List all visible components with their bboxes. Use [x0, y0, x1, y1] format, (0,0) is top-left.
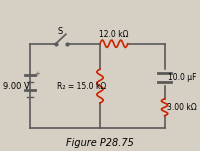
Text: 3.00 kΩ: 3.00 kΩ: [167, 103, 197, 112]
Text: Figure P28.75: Figure P28.75: [66, 138, 134, 148]
Text: R₂ = 15.0 kΩ: R₂ = 15.0 kΩ: [57, 82, 106, 91]
Text: 9.00 V: 9.00 V: [3, 82, 29, 91]
Text: +: +: [34, 71, 40, 77]
Text: 10.0 μF: 10.0 μF: [168, 73, 196, 82]
Text: 12.0 kΩ: 12.0 kΩ: [99, 30, 129, 39]
Text: S: S: [58, 27, 63, 35]
